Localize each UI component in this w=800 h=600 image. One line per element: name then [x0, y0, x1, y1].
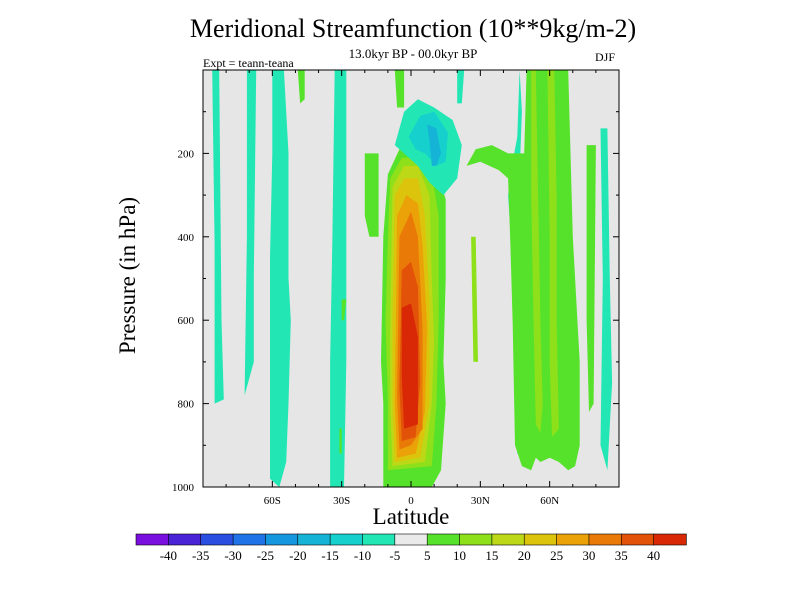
- contour-region: [341, 299, 347, 321]
- x-tick-label: 30N: [471, 495, 490, 507]
- contour-region: [212, 70, 224, 404]
- season-label: DJF: [595, 50, 616, 64]
- legend-label: 15: [485, 548, 498, 563]
- legend-swatch: [297, 533, 331, 546]
- contour-region: [330, 70, 347, 487]
- legend-label: -25: [257, 548, 274, 563]
- contour-region: [531, 70, 543, 433]
- contour-region: [297, 70, 305, 104]
- legend-swatch: [426, 533, 461, 546]
- chart-subtitle: 13.0kyr BP - 00.0kyr BP: [348, 46, 478, 61]
- legend-label: -35: [192, 548, 209, 563]
- legend-label: -30: [224, 548, 241, 563]
- legend-swatch: [362, 533, 396, 546]
- contour-region: [457, 70, 465, 104]
- legend-swatch: [459, 533, 493, 546]
- legend-swatch: [653, 533, 687, 546]
- legend-label: 35: [615, 548, 628, 563]
- legend-label: 5: [424, 548, 431, 563]
- x-tick-label: 30S: [333, 495, 350, 507]
- contour-region: [270, 70, 291, 487]
- contour-region: [394, 70, 405, 108]
- legend-label: -10: [354, 548, 371, 563]
- y-tick-label: 800: [178, 399, 195, 411]
- y-tick-label: 200: [178, 148, 195, 160]
- y-tick-label: 1000: [172, 482, 195, 494]
- legend-swatch: [168, 533, 202, 546]
- legend-label: -15: [321, 548, 338, 563]
- legend-swatch: [556, 533, 590, 546]
- contour-region: [600, 128, 613, 471]
- legend-swatch: [232, 533, 267, 546]
- legend-label: -40: [160, 548, 177, 563]
- legend-label: 20: [518, 548, 531, 563]
- legend-swatch: [394, 533, 428, 546]
- x-tick-label: 0: [408, 495, 414, 507]
- legend-label: 25: [550, 548, 563, 563]
- contour-region: [586, 145, 596, 412]
- x-tick-label: 60N: [540, 495, 559, 507]
- legend-label: 30: [582, 548, 595, 563]
- legend-swatch: [491, 533, 525, 546]
- experiment-label: Expt = teann-teana: [203, 56, 294, 70]
- y-tick-label: 400: [178, 232, 195, 244]
- legend-swatch: [620, 533, 655, 546]
- y-axis-title: Pressure (in hPa): [115, 197, 140, 354]
- legend-label: -20: [289, 548, 306, 563]
- legend-swatch: [329, 533, 364, 546]
- contour-region: [471, 236, 478, 362]
- legend-label: -5: [389, 548, 400, 563]
- legend-swatch: [265, 533, 299, 546]
- contour-region: [427, 124, 441, 166]
- legend-swatch: [523, 533, 558, 546]
- contour-region: [364, 153, 379, 237]
- x-axis-title: Latitude: [373, 504, 450, 529]
- chart-title: Meridional Streamfunction (10**9kg/m-2): [189, 14, 637, 43]
- x-tick-label: 60S: [264, 495, 281, 507]
- contour-region: [547, 70, 559, 437]
- contour-region: [339, 428, 342, 454]
- legend-swatch: [135, 533, 170, 546]
- legend-swatch: [200, 533, 234, 546]
- y-tick-label: 600: [178, 315, 195, 327]
- legend-label: 40: [647, 548, 660, 563]
- contour-region: [401, 303, 418, 429]
- legend-label: 10: [453, 548, 466, 563]
- contour-region: [244, 70, 257, 396]
- legend-swatch: [588, 533, 622, 546]
